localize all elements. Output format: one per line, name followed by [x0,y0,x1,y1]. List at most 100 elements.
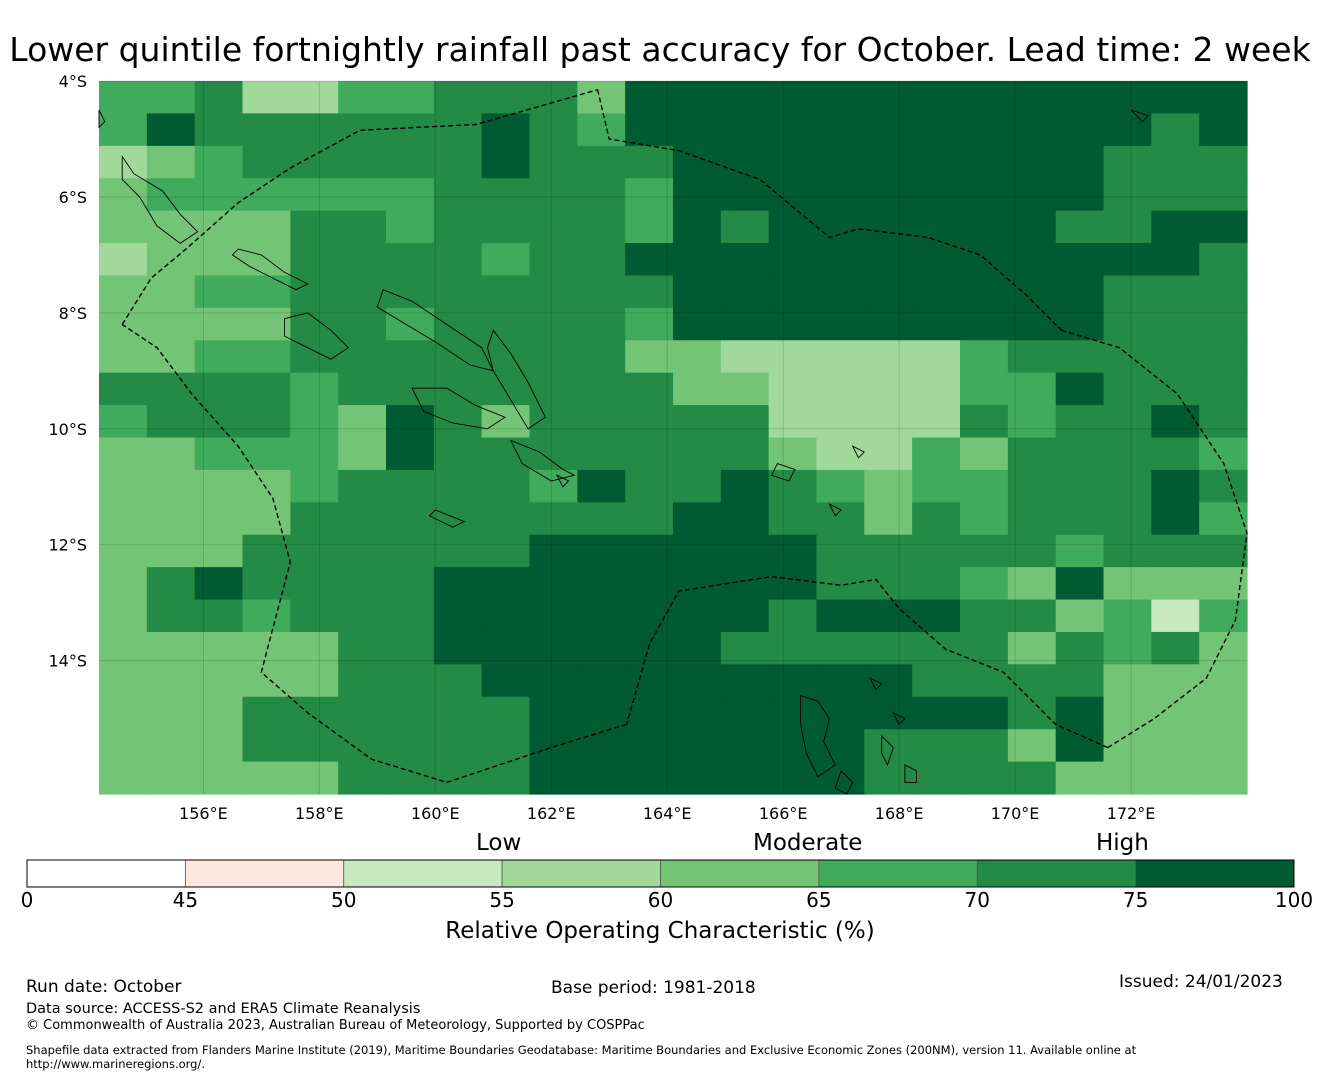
grid-cell [386,145,435,179]
grid-cell [1151,631,1200,665]
grid-cell [481,307,531,341]
grid-cell [194,210,244,244]
grid-cell [99,113,148,147]
grid-cell [673,275,722,309]
grid-cell [433,372,483,406]
grid-cell [625,761,674,795]
grid-cell [816,631,865,665]
longitude-label: 168°E [875,804,924,823]
colorbar-segment [1135,859,1295,888]
grid-cell [481,81,531,115]
island-coastline [487,329,546,430]
grid-cell [194,145,244,179]
grid-cell [1151,81,1200,115]
grid-cell [481,469,531,503]
grid-cell [673,599,722,633]
grid-cell [433,469,483,503]
grid-cell [960,502,1009,536]
grid-cell [960,469,1009,503]
grid-cell [1055,502,1105,536]
grid-cell [529,178,578,212]
grid-cell [1055,534,1105,568]
grid-cell [146,243,196,277]
grid-cell [577,761,626,795]
grid-cell [146,761,196,795]
grid-cell [242,761,291,795]
grid-cell [720,81,770,115]
grid-cell [1103,534,1152,568]
grid-cell [1199,469,1248,503]
grid-cell [1007,567,1057,601]
colorbar-segment [343,859,503,888]
grid-cell [673,307,722,341]
grid-cell [290,599,339,633]
grid-cell [1055,275,1105,309]
grid-cell [529,567,578,601]
colorbar-tick-label: 75 [1122,888,1149,912]
grid-cell [1055,243,1105,277]
grid-cell [1199,340,1248,374]
grid-cell [194,437,244,471]
longitude-label: 162°E [527,804,576,823]
grid-cell [1007,81,1057,115]
grid-cell [529,469,578,503]
grid-cell [1151,145,1200,179]
grid-cell [720,243,770,277]
grid-cell [290,437,339,471]
grid-cell [1151,340,1200,374]
grid-cell [1103,469,1152,503]
grid-cell [242,372,291,406]
grid-cell [433,664,483,698]
grid-cell [1103,567,1152,601]
grid-cell [386,761,435,795]
grid-cell [194,567,244,601]
grid-cell [1199,243,1248,277]
grid-cell [481,567,531,601]
grid-cell [433,696,483,730]
grid-cell [99,631,148,665]
grid-cell [864,113,913,147]
grid-cell [1103,664,1152,698]
grid-cell [99,81,148,115]
grid-cell [99,729,148,763]
grid-cell [912,631,961,665]
grid-cell [720,275,770,309]
grid-cell [1055,340,1105,374]
grid-cell [1103,761,1152,795]
grid-cell [816,534,865,568]
grid-cell [1199,696,1248,730]
grid-cell [864,664,913,698]
grid-cell [768,243,818,277]
grid-cell [768,113,818,147]
latitude-label: 12°S [48,536,87,555]
grid-cell [1151,275,1200,309]
grid-cell [912,469,961,503]
grid-cell [290,761,339,795]
base-period: Base period: 1981-2018 [551,978,756,998]
grid-cell [481,696,531,730]
grid-cell [1151,761,1200,795]
grid-cell [481,405,531,439]
grid-cell [960,696,1009,730]
grid-cell [625,437,674,471]
grid-cell [816,567,865,601]
grid-cell [99,243,148,277]
grid-cell [290,243,339,277]
grid-cell [625,631,674,665]
grid-cell [1007,761,1057,795]
grid-cell [768,567,818,601]
grid-cell [912,243,961,277]
grid-cell [433,307,483,341]
grid-cell [194,178,244,212]
grid-cell [1199,145,1248,179]
grid-cell [1151,178,1200,212]
grid-cell [864,178,913,212]
grid-cell [768,275,818,309]
grid-cell [194,696,244,730]
grid-cell [146,81,196,115]
grid-cell [386,113,435,147]
grid-cell [386,729,435,763]
grid-cell [386,275,435,309]
grid-cell [146,372,196,406]
grid-cell [673,534,722,568]
